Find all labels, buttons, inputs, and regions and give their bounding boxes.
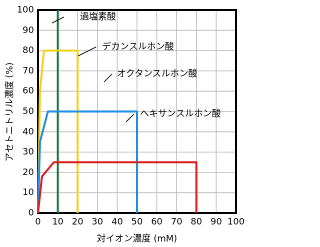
series-label: 過塩素酸: [80, 11, 116, 23]
series-line: [37, 110, 138, 214]
y-tick-label: 40: [23, 127, 35, 137]
series-label: オクタンスルホン酸: [117, 69, 197, 80]
x-tick-label: 20: [72, 218, 84, 228]
x-axis-label: 対イオン濃度 (mM): [97, 233, 177, 245]
series-line: [37, 49, 79, 214]
y-tick-label: 100: [17, 6, 34, 16]
y-tick-label: 60: [23, 87, 35, 97]
y-tick-label: 50: [23, 107, 35, 117]
y-tick-label: 0: [28, 209, 34, 219]
x-tick-label: 30: [92, 218, 104, 228]
leader-line: [77, 46, 97, 57]
y-tick-label: 20: [23, 168, 35, 178]
x-tick-label: 70: [171, 218, 183, 228]
y-tick-label: 70: [23, 66, 35, 76]
y-tick-label: 10: [23, 188, 35, 198]
series-label: ヘキサンスルホン酸: [140, 109, 221, 120]
x-tick-label: 50: [131, 218, 143, 228]
y-tick-label: 80: [23, 46, 35, 56]
y-tick-label: 90: [23, 26, 35, 36]
y-axis-label: アセトニトリル濃度 (%): [4, 62, 16, 161]
x-tick-label: 40: [111, 218, 123, 228]
x-tick-label: 0: [35, 218, 41, 228]
x-tick-label: 80: [191, 218, 203, 228]
leader-line: [51, 16, 65, 24]
chart: 対イオン濃度 (mM) アセトニトリル濃度 (%) 0 10 20 30 40 50 60 7…: [4, 6, 245, 245]
leader-line: [125, 113, 135, 123]
x-tick-label: 90: [210, 218, 222, 228]
x-tick-label: 10: [52, 218, 64, 228]
series-label: デカンスルホン酸: [102, 41, 174, 53]
leader-line: [103, 73, 113, 83]
y-tick-label: 30: [23, 148, 35, 158]
x-tick-label: 60: [151, 218, 163, 228]
series-line: [37, 161, 198, 214]
x-tick-label: 100: [227, 218, 244, 228]
